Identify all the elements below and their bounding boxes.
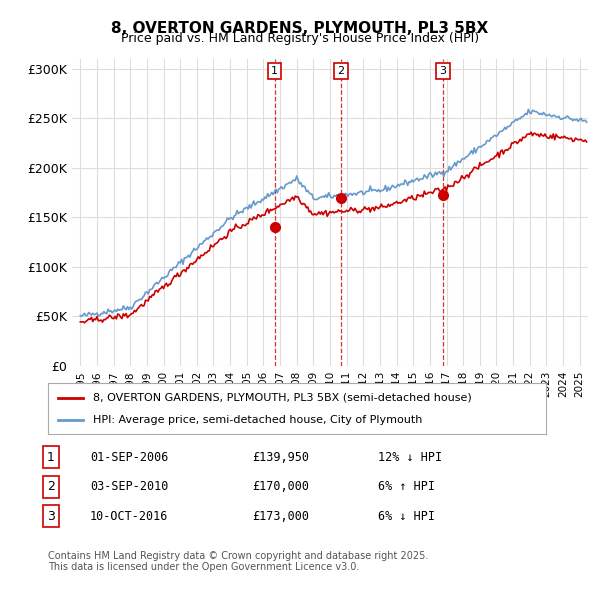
Text: £173,000: £173,000	[252, 510, 309, 523]
Text: 2: 2	[338, 66, 345, 76]
Text: 3: 3	[439, 66, 446, 76]
Text: 8, OVERTON GARDENS, PLYMOUTH, PL3 5BX (semi-detached house): 8, OVERTON GARDENS, PLYMOUTH, PL3 5BX (s…	[93, 392, 472, 402]
Text: £139,950: £139,950	[252, 451, 309, 464]
Text: 8, OVERTON GARDENS, PLYMOUTH, PL3 5BX: 8, OVERTON GARDENS, PLYMOUTH, PL3 5BX	[112, 21, 488, 35]
Text: 01-SEP-2006: 01-SEP-2006	[90, 451, 169, 464]
Text: 12% ↓ HPI: 12% ↓ HPI	[378, 451, 442, 464]
Text: 2: 2	[47, 480, 55, 493]
Text: 3: 3	[47, 510, 55, 523]
Text: Contains HM Land Registry data © Crown copyright and database right 2025.
This d: Contains HM Land Registry data © Crown c…	[48, 550, 428, 572]
Text: 6% ↑ HPI: 6% ↑ HPI	[378, 480, 435, 493]
Text: 1: 1	[271, 66, 278, 76]
Text: 1: 1	[47, 451, 55, 464]
Text: HPI: Average price, semi-detached house, City of Plymouth: HPI: Average price, semi-detached house,…	[93, 415, 422, 425]
Text: 10-OCT-2016: 10-OCT-2016	[90, 510, 169, 523]
Text: Price paid vs. HM Land Registry's House Price Index (HPI): Price paid vs. HM Land Registry's House …	[121, 32, 479, 45]
Text: £170,000: £170,000	[252, 480, 309, 493]
Text: 6% ↓ HPI: 6% ↓ HPI	[378, 510, 435, 523]
Text: 03-SEP-2010: 03-SEP-2010	[90, 480, 169, 493]
